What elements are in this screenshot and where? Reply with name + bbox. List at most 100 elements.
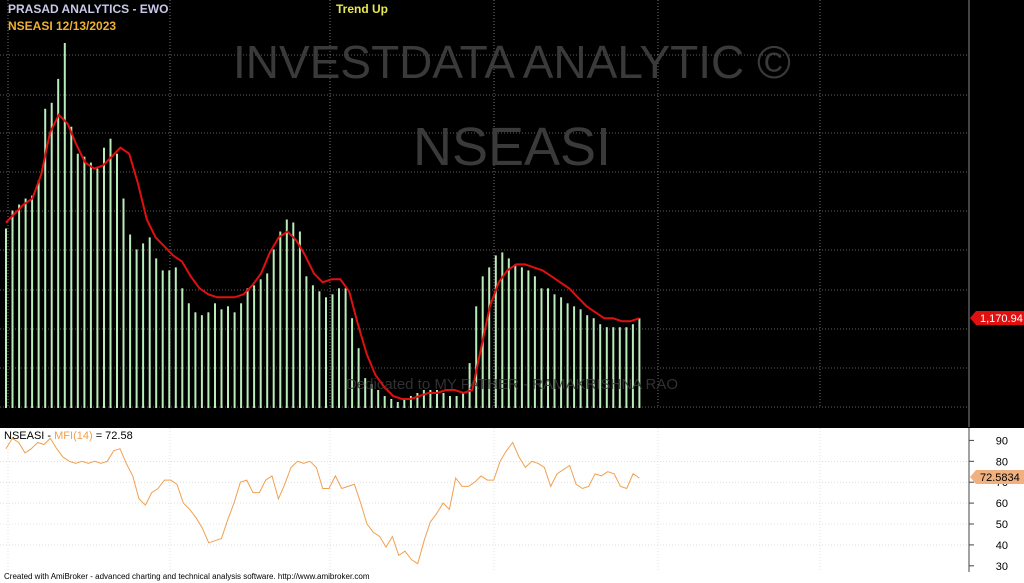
price-bar [527,270,530,408]
price-bar [148,237,151,408]
price-bar [605,327,608,408]
price-bar [24,198,27,408]
price-bar [553,294,556,408]
moving-average-line [5,113,640,400]
price-last-label: 1,170.94 [970,311,1024,325]
price-bar [364,378,367,408]
price-bar [540,288,543,408]
price-bar [311,285,314,408]
price-label-marker [970,311,1024,325]
price-bar [494,255,497,408]
price-bar [351,318,354,408]
watermark-line2: NSEASI [413,117,611,177]
price-bar [5,228,7,408]
price-bar [109,138,112,408]
price-bar [520,267,523,408]
price-bar [187,303,190,408]
price-bar [279,231,282,408]
price-bar [83,156,86,408]
price-bar [612,327,615,408]
footer: Created with AmiBroker - advanced charti… [0,572,1024,583]
price-bar [181,288,184,408]
price-bar [298,231,301,408]
price-bar [129,234,132,408]
price-bar [599,324,602,408]
price-bar [429,390,432,408]
price-bar [11,210,14,408]
indicator-tick-label: 90 [996,435,1008,447]
price-bar [70,126,73,408]
price-bar [155,258,158,408]
trend-status: Trend Up [336,2,389,16]
price-bar [338,288,340,408]
price-bar [501,252,504,408]
chart-title: PRASAD ANALYTICS - EWO [8,2,169,16]
price-bar [409,396,412,408]
price-bar [383,396,386,408]
price-bar [246,288,249,408]
price-bar [507,258,510,408]
price-bar [233,312,236,409]
price-chart: INVESTDATA ANALYTIC © NSEASI Dedicated t… [0,0,1024,427]
indicator-tick-label: 80 [996,456,1008,468]
price-bar [253,285,256,408]
price-bar [449,396,451,408]
price-bar [44,108,47,409]
price-bar [573,306,576,408]
price-bar [227,306,229,408]
indicator-y-axis: 90807060504030 [969,435,1008,573]
price-bar [455,396,458,408]
price-bar [305,276,308,408]
price-bar [18,204,21,408]
price-bar [285,219,288,408]
price-bar [442,393,445,408]
price-bar [468,363,471,408]
price-bar [57,78,60,409]
price-bar [357,348,360,408]
price-bar [76,153,79,408]
price-bar [586,315,589,408]
indicator-tick-label: 30 [996,561,1008,573]
price-bar [403,399,406,408]
price-bar [168,270,171,408]
price-bar [174,267,177,408]
price-chart-pane: INVESTDATA ANALYTIC © NSEASI Dedicated t… [0,0,1024,427]
price-bar [533,276,536,408]
price-bars [5,43,641,409]
indicator-value: = 72.58 [95,430,133,442]
price-bar [240,303,243,408]
mfi-line [5,437,640,565]
price-bar [142,243,145,408]
price-bar [96,168,99,408]
price-bar [390,399,393,408]
price-bar [292,222,295,408]
price-bar [579,309,582,408]
price-bar [370,384,373,408]
price-bar [50,102,53,409]
price-bar [625,327,628,408]
price-bar [422,390,425,408]
price-bar [331,294,334,408]
price-bar [318,291,321,408]
price-bar [89,162,92,408]
price-bar [475,306,478,408]
price-bar [566,303,569,408]
indicator-name: MFI(14) [54,430,93,442]
watermark-dedication: Dedicated to MY FATHER - RAMAKRISHNA RAO [346,376,678,393]
mfi-last-label: 72.5834 [970,470,1024,484]
price-bar [514,264,517,408]
price-bar [161,270,164,408]
price-bar [116,153,118,408]
price-bar [560,297,563,408]
price-bar [259,279,262,408]
mfi-chart: 90807060504030 72.5834 [0,428,1024,573]
price-bar [325,297,327,408]
price-bar [272,249,275,408]
indicator-grid [0,428,970,573]
price-bar [416,393,419,408]
price-bar [344,288,347,408]
price-label-text: 1,170.94 [980,313,1023,325]
mfi-label-marker [970,470,1024,484]
price-bar [122,198,125,408]
indicator-header: NSEASI - MFI(14) = 72.58 [4,430,133,442]
